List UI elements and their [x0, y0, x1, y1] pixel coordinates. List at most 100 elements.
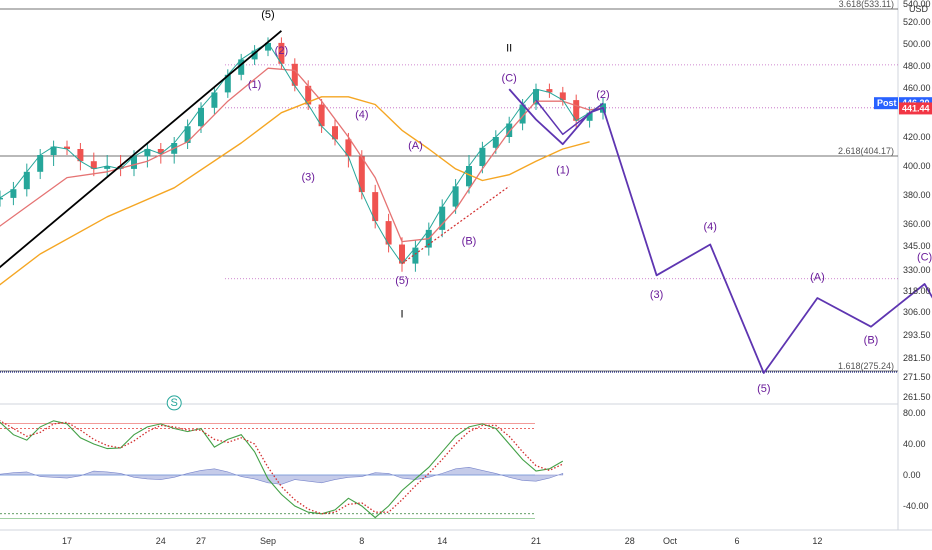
price-tick-label: 261.50 — [903, 392, 931, 402]
price-tick-label: 281.50 — [903, 353, 931, 363]
oscillator-histogram — [0, 466, 564, 485]
time-tick-label: 14 — [437, 536, 447, 546]
oscillator-tick-label: 40.00 — [903, 439, 926, 449]
trendline — [0, 30, 282, 269]
candle-body — [278, 42, 285, 64]
wave-projection-path — [508, 88, 932, 374]
time-tick-label: 8 — [359, 536, 364, 546]
candle-body — [479, 147, 486, 166]
candle-body — [211, 92, 218, 108]
time-axis[interactable]: 17 24 27 Sep 8 14 21 28 Oct 6 12 — [62, 536, 822, 546]
candle-body — [559, 92, 566, 101]
candle-body — [184, 126, 191, 144]
candle-body — [385, 221, 392, 245]
currency-label: USD — [909, 4, 929, 14]
candle-body — [492, 137, 499, 148]
wave-label: (3) — [650, 289, 663, 301]
time-tick-label: 27 — [196, 536, 206, 546]
candle-body — [399, 244, 405, 264]
slow-moving-average — [0, 96, 590, 286]
candle-body — [131, 156, 137, 169]
candle-body — [0, 197, 3, 200]
wave-label: I — [400, 309, 403, 321]
candle-body — [90, 161, 97, 169]
candle-body — [412, 247, 419, 264]
candle-body — [291, 63, 298, 86]
wave-label: (3) — [301, 172, 314, 184]
session-marker-label: S — [171, 397, 178, 409]
price-tick-label: 380.00 — [903, 190, 931, 200]
session-marker — [166, 395, 182, 411]
wave-label: (1) — [556, 164, 569, 176]
candle-body — [77, 149, 84, 162]
level-lines: 3.618(533.11) 2.618(404.17) 1.618(275.24) — [0, 0, 898, 373]
candle-body — [519, 104, 526, 124]
wave-label: (B) — [462, 236, 477, 248]
candle-body — [251, 50, 258, 60]
oscillator-tick-label: 80.00 — [903, 408, 926, 418]
wave-label: (5) — [757, 383, 770, 395]
candle-body — [265, 42, 271, 51]
candle-body — [23, 171, 30, 190]
fib-level-label: 1.618(275.24) — [838, 361, 894, 371]
price-tick-label: 306.00 — [903, 307, 931, 317]
wave-label: (4) — [355, 109, 368, 121]
price-tag-label: Post — [877, 98, 897, 108]
time-tick-label: Oct — [663, 536, 678, 546]
price-tick-label: 480.00 — [903, 61, 931, 71]
price-tick-label: 500.00 — [903, 39, 931, 49]
wave-label: (A) — [408, 140, 423, 152]
wave-label: (2) — [596, 89, 609, 101]
price-axis[interactable]: 540.00520.00500.00480.00460.00440.00420.… — [874, 0, 932, 402]
wave-label: (C) — [917, 251, 932, 263]
time-tick-label: 24 — [156, 536, 166, 546]
time-tick-label: 12 — [812, 536, 822, 546]
wave-label: (C) — [502, 72, 517, 84]
wave-label: (1) — [248, 79, 261, 91]
wave-label: (2) — [275, 45, 288, 57]
price-tick-label: 460.00 — [903, 83, 931, 93]
fast-moving-average — [0, 67, 604, 243]
time-tick-label: Sep — [260, 536, 276, 546]
candle-body — [358, 156, 365, 193]
price-tick-label: 293.50 — [903, 330, 931, 340]
candle-body — [144, 149, 151, 157]
price-tag: 441.44 — [899, 102, 932, 115]
candle-body — [198, 107, 204, 127]
candle-body — [372, 192, 379, 222]
signal-line — [0, 420, 564, 515]
fib-level-label: 2.618(404.17) — [838, 146, 894, 156]
price-tick-label: 420.00 — [903, 132, 931, 142]
wave-label: (5) — [395, 275, 408, 287]
price-tag-label-bg — [874, 97, 898, 110]
price-tick-label: 540.00 — [903, 0, 931, 9]
price-series — [0, 30, 606, 286]
candle-body — [452, 186, 459, 207]
candle-body — [586, 112, 593, 121]
candle-body — [238, 59, 245, 75]
candle-body — [345, 139, 352, 157]
candle-body — [439, 206, 446, 230]
wave-projection — [508, 88, 932, 374]
price-tag-value-bg — [899, 102, 932, 115]
candle-body — [64, 146, 70, 150]
candle-body — [466, 166, 472, 187]
price-tick-label: 330.00 — [903, 265, 931, 275]
price-tick-label: 520.00 — [903, 17, 931, 27]
candle-body — [318, 104, 325, 127]
candle-body — [50, 146, 57, 156]
price-tag-value: 441.44 — [902, 103, 930, 113]
candle-body — [157, 149, 164, 154]
candle-body — [117, 166, 124, 169]
price-tick-label: 345.00 — [903, 241, 931, 251]
oscillator-tick-label: 0.00 — [903, 470, 921, 480]
price-tick-label: 271.50 — [903, 372, 931, 382]
time-tick-label: 28 — [625, 536, 635, 546]
fib-level-label: 3.618(533.11) — [839, 0, 894, 9]
wave-labels: (5)(2)(1)(4)(3)(A)(B)(5)III(C)(1)(2)(3)(… — [166, 9, 932, 411]
price-close-line — [0, 42, 604, 265]
candle-body — [506, 123, 513, 137]
